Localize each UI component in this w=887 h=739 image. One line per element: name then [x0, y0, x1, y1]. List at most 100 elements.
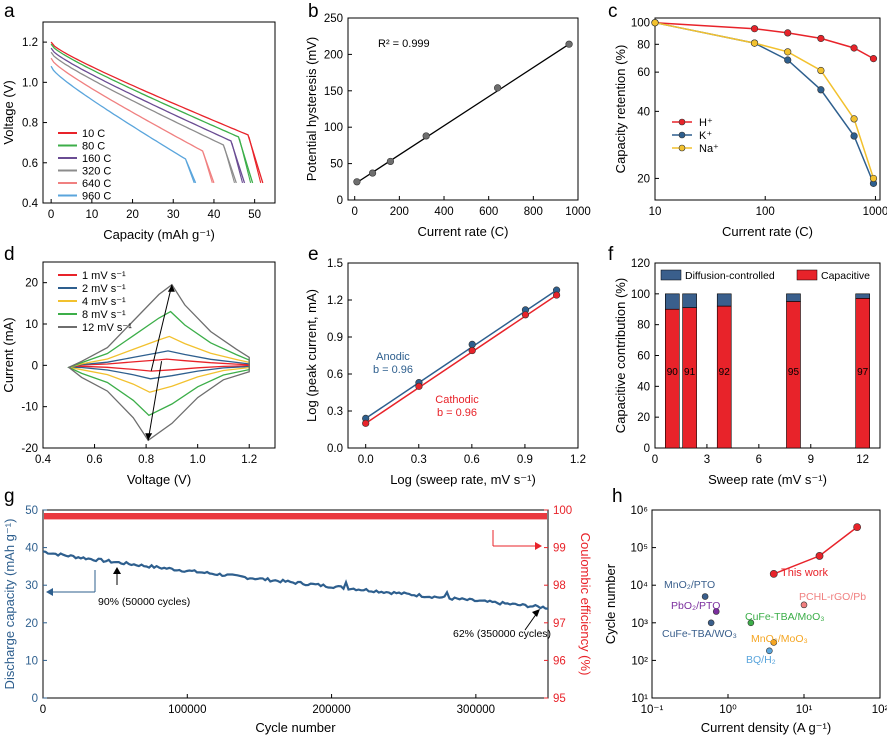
panel-d: 0.4 0.6 0.8 1.0 1.2 -20 -10 0 10 20 Voltage (V) Cur… [1, 261, 276, 487]
r-squared-label: R² = 0.999 [378, 38, 430, 50]
x-axis-label: Current density (A g⁻¹) [701, 720, 831, 735]
y-tick-label: 1.2 [22, 37, 38, 49]
discharge-tail [238, 138, 252, 184]
x-tick-label: 0.9 [517, 454, 533, 466]
y2-tick-label: 95 [553, 693, 566, 705]
legend-marker [678, 131, 686, 139]
y-axis-label: Discharge capacity (mAh g⁻¹) [2, 519, 17, 690]
data-point [521, 311, 530, 319]
y2-tick-label: 97 [553, 618, 566, 630]
panel-letter-e: e [308, 244, 319, 265]
x-tick-label: 40 [208, 209, 221, 221]
this-work-point [853, 523, 862, 532]
x-tick-label: 0 [351, 206, 357, 218]
panel-g: 0 100000 200000 300000 0 10 20 30 40 50 95 96 97 98 99… [2, 505, 593, 735]
legend-label: 960 C [82, 191, 111, 203]
data-point [850, 115, 858, 123]
discharge-curve [50, 65, 197, 184]
plot-frame [347, 17, 579, 201]
y-axis-label: Capacitive contribution (%) [613, 278, 628, 433]
x-tick-label: 800 [524, 206, 543, 218]
x-tick-label: 10 [649, 206, 662, 218]
series-line [654, 21, 875, 179]
data-point [784, 48, 792, 56]
data-point [353, 178, 361, 186]
this-work-point [815, 552, 824, 560]
legend-label: Diffusion-controlled [685, 270, 775, 282]
bar-capacitive [665, 308, 680, 449]
bar-capacitive [855, 298, 870, 449]
x-tick-label: 10⁻¹ [641, 704, 664, 716]
x-tick-label: 10¹ [796, 704, 813, 716]
legend-label: Capacitive [821, 270, 870, 282]
trend-line-anodic [150, 284, 173, 371]
x-tick-label: 0 [48, 209, 54, 221]
cathodic-label: Cathodic [435, 394, 479, 406]
y-axis-label: Log (peak current, mA) [304, 289, 319, 422]
panel-letter-d: d [4, 244, 15, 265]
x-tick-label: 1.0 [190, 454, 206, 466]
data-point [422, 132, 430, 140]
data-point [784, 29, 792, 37]
y-tick-label: 80 [637, 320, 650, 332]
x-tick-label: 6 [756, 454, 762, 466]
x-tick-label: 100 [756, 206, 775, 218]
discharge-curve [50, 41, 264, 184]
y-tick-label: 10³ [631, 618, 648, 630]
bar-value-label: 95 [788, 367, 800, 378]
y2-tick-label: 100 [553, 505, 572, 517]
legend-label: 2 mV s⁻¹ [82, 283, 126, 295]
bar-diffusion [786, 293, 801, 302]
x-axis-label: Log (sweep rate, mV s⁻¹) [390, 472, 536, 487]
plot-frame [42, 21, 276, 204]
x-tick-label: 100000 [168, 704, 206, 716]
y-tick-label: 50 [25, 505, 38, 517]
y-tick-label: 10⁵ [630, 543, 648, 555]
y-tick-label: 20 [637, 173, 650, 185]
bar-capacitive [682, 307, 697, 449]
x-tick-label: 0.4 [35, 454, 52, 466]
series-line [654, 21, 875, 184]
data-point [468, 340, 476, 349]
reference-label: MnO₂/PTO [664, 579, 715, 591]
y-tick-label: 20 [25, 618, 38, 630]
y-tick-label: 100 [631, 18, 650, 30]
y-tick-label: 40 [25, 543, 38, 555]
annotation-90: 90% (50000 cycles) [98, 596, 190, 608]
x-tick-label: 600 [479, 206, 498, 218]
data-point [850, 132, 858, 140]
y-tick-label: 0 [337, 195, 343, 207]
panel-e: 0.0 0.3 0.6 0.9 1.2 0.0 0.3 0.6 0.9 1.2 1.5 Log (sw… [304, 258, 586, 487]
x-tick-label: 1.2 [570, 454, 586, 466]
y-tick-label: 10 [25, 319, 38, 331]
y-tick-label: 10² [631, 655, 648, 667]
y-tick-label: 0.8 [22, 118, 38, 130]
x-axis-label: Voltage (V) [127, 472, 191, 487]
x-tick-label: 0.6 [87, 454, 103, 466]
anodic-label: Anodic [376, 351, 410, 363]
x-tick-label: 50 [248, 209, 261, 221]
y-tick-label: 10¹ [631, 693, 648, 705]
y-tick-label: 80 [637, 39, 650, 51]
reference-point [701, 593, 709, 600]
y-tick-label: -20 [21, 443, 38, 455]
reference-point [712, 608, 720, 615]
y-tick-label: 20 [25, 278, 38, 290]
y-axis-label: Potential hysteresis (mV) [304, 37, 319, 182]
plot-frame [347, 262, 579, 449]
discharge-tail [185, 160, 195, 184]
x-axis-label: Cycle number [255, 720, 336, 735]
y-axis-label: Cycle number [603, 563, 618, 644]
data-point [750, 39, 759, 47]
y-tick-label: 150 [324, 86, 343, 98]
capacity-curve [42, 550, 549, 610]
x-tick-label: 200000 [312, 704, 350, 716]
annotation-arrow [524, 612, 538, 631]
reference-point [707, 619, 715, 627]
legend-label: 160 C [82, 153, 111, 165]
bar-capacitive [786, 301, 801, 449]
plot-frame [654, 17, 881, 201]
legend-label: 1 mV s⁻¹ [82, 270, 126, 282]
